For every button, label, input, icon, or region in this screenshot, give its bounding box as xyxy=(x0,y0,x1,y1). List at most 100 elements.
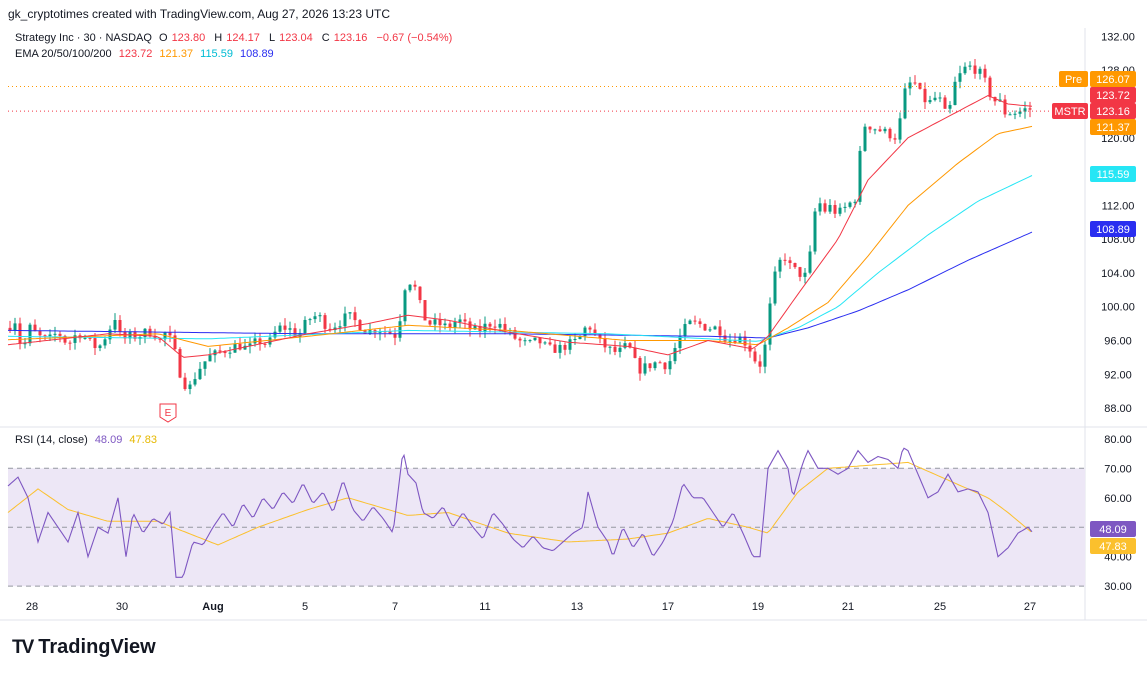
candle-body xyxy=(33,324,37,332)
price-legend[interactable]: Strategy Inc · 30 · NASDAQ O 123.80 H 124.… xyxy=(15,32,456,44)
price-tick-label: 92.00 xyxy=(1104,369,1132,381)
time-tick-label: 28 xyxy=(26,601,38,613)
candle-body xyxy=(768,303,772,345)
candle xyxy=(618,341,622,358)
candle xyxy=(113,313,117,334)
rsi-tag: 48.09 xyxy=(1090,521,1136,537)
candle xyxy=(933,91,937,102)
candle-body xyxy=(1023,108,1027,112)
candle-body xyxy=(608,346,612,348)
time-tick-label: 7 xyxy=(392,601,398,613)
candle xyxy=(653,361,657,371)
candle xyxy=(398,314,402,342)
candle-body xyxy=(83,337,87,339)
rsi-legend[interactable]: RSI (14, close) 48.09 47.83 xyxy=(15,434,161,446)
candle-body xyxy=(468,321,472,330)
candle xyxy=(798,266,802,282)
candle-body xyxy=(963,66,967,74)
price-tag-value: 123.72 xyxy=(1096,90,1130,102)
rsi-tick-label: 70.00 xyxy=(1104,463,1132,475)
candle xyxy=(323,312,327,333)
candle xyxy=(278,322,282,334)
candle-body xyxy=(648,363,652,369)
candle xyxy=(8,320,12,334)
candle xyxy=(823,199,827,214)
candle xyxy=(803,267,807,284)
time-tick-label: 19 xyxy=(752,601,764,613)
ema200-value: 108.89 xyxy=(240,48,274,60)
time-axis[interactable]: 28 30 Aug 5 7 11 13 17 19 21 25 27 xyxy=(26,601,1036,613)
earnings-marker[interactable]: E xyxy=(159,403,177,423)
candle xyxy=(428,319,432,327)
candle-body xyxy=(28,324,32,344)
candle xyxy=(253,332,257,347)
candle xyxy=(303,316,307,335)
candle xyxy=(833,200,837,218)
candle-body xyxy=(98,345,102,349)
candle-body xyxy=(1003,99,1007,115)
candle xyxy=(968,61,972,71)
ema-lines xyxy=(7,95,1033,358)
price-tag-label: Pre xyxy=(1065,74,1082,86)
candle-body xyxy=(698,321,702,325)
candle-body xyxy=(73,335,77,343)
price-tag: 121.37 xyxy=(1090,119,1136,135)
candle-body xyxy=(218,350,222,352)
candle-body xyxy=(248,343,252,346)
time-tick-label: Aug xyxy=(202,601,223,613)
candle-body xyxy=(593,329,597,335)
candle-body xyxy=(563,344,567,350)
candle-body xyxy=(573,338,577,340)
candle xyxy=(783,253,787,266)
candle-body xyxy=(553,344,557,353)
candle xyxy=(718,320,722,343)
ema-legend[interactable]: EMA 20/50/100/200 123.72 121.37 115.59 1… xyxy=(15,48,278,60)
candle-body xyxy=(863,126,867,151)
candle-body xyxy=(498,323,502,328)
candle xyxy=(623,336,627,350)
candle xyxy=(108,325,112,345)
ema-label: EMA 20/50/100/200 xyxy=(15,48,112,60)
candle-body xyxy=(353,312,357,321)
candle-body xyxy=(703,324,707,331)
candle xyxy=(313,311,317,323)
candle xyxy=(403,288,407,326)
candle xyxy=(753,348,757,364)
candle-body xyxy=(653,362,657,369)
candle-body xyxy=(8,327,12,331)
candle xyxy=(788,256,792,270)
candle xyxy=(763,340,767,374)
candle xyxy=(38,327,42,343)
candle xyxy=(983,64,987,83)
candle-body xyxy=(523,340,527,342)
price-tick-label: 120.00 xyxy=(1101,133,1135,145)
candle-body xyxy=(738,336,742,343)
time-tick-label: 17 xyxy=(662,601,674,613)
candle-body xyxy=(1018,111,1022,114)
candle xyxy=(808,245,812,275)
candle xyxy=(308,317,312,326)
candle-body xyxy=(758,361,762,367)
candle xyxy=(98,344,102,352)
candle xyxy=(773,266,777,306)
candle-body xyxy=(633,347,637,358)
tradingview-logo[interactable]: TV TradingView xyxy=(12,636,156,659)
candle-body xyxy=(313,316,317,320)
candle xyxy=(288,321,292,337)
price-tag-value: 123.16 xyxy=(1096,106,1130,118)
candle-body xyxy=(488,323,492,327)
candle-body xyxy=(158,338,162,340)
candle-body xyxy=(718,326,722,336)
candle xyxy=(698,318,702,328)
candle-body xyxy=(858,150,862,202)
candle-body xyxy=(193,379,197,385)
time-tick-label: 13 xyxy=(571,601,583,613)
candle xyxy=(613,340,617,356)
candle xyxy=(103,336,107,349)
candle xyxy=(888,127,892,142)
candle xyxy=(568,335,572,355)
candle-body xyxy=(188,384,192,390)
candle-body xyxy=(613,346,617,352)
ohlc-close: C 123.16 xyxy=(321,32,368,44)
rsi-ma-line xyxy=(7,461,1032,546)
